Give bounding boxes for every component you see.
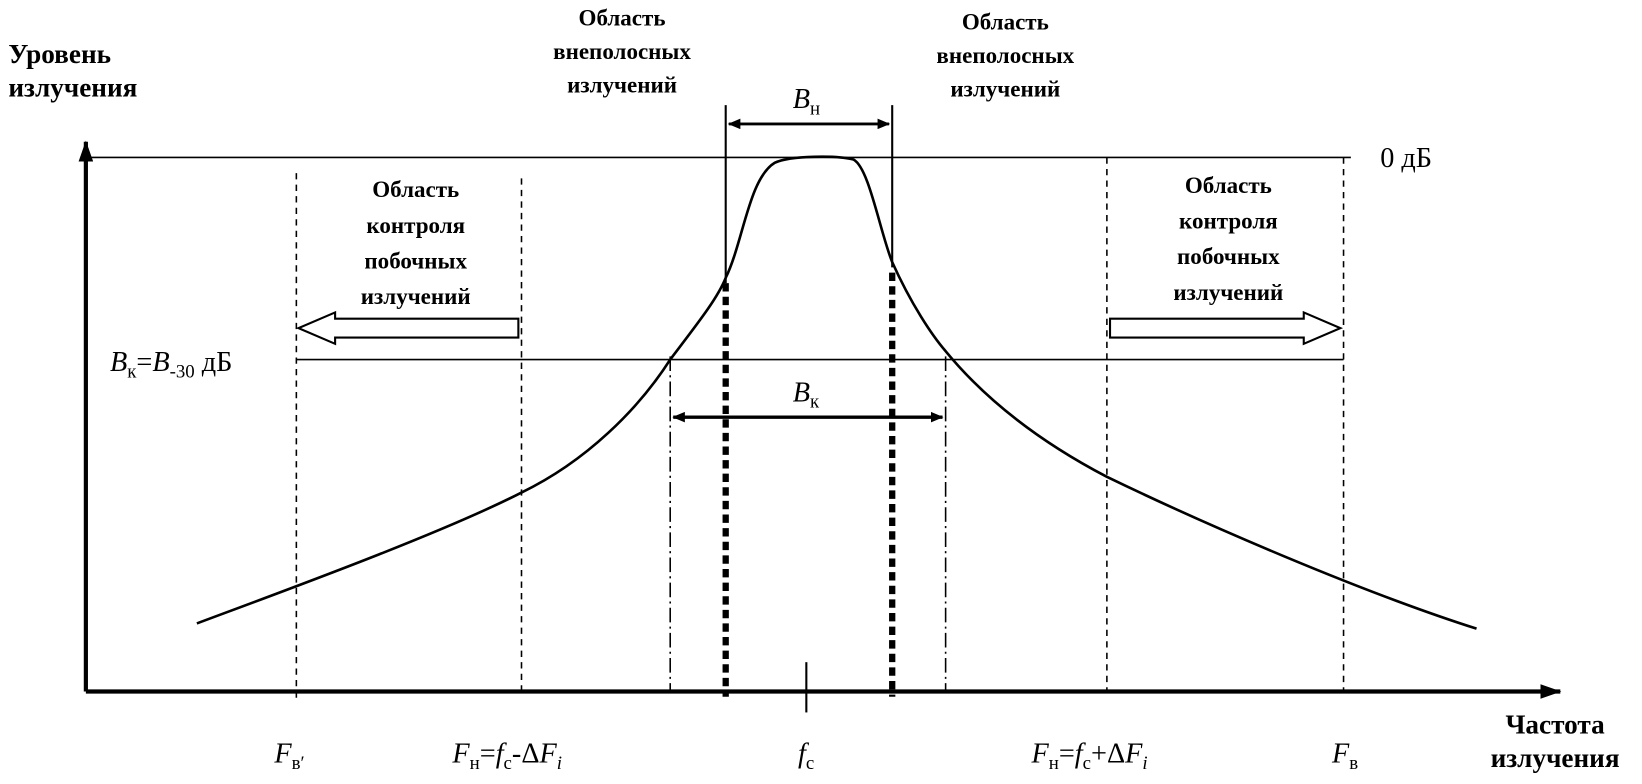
text-part: в′ <box>292 753 305 774</box>
text-part: F <box>451 739 470 770</box>
x-axis-label: Частота излучения <box>1491 709 1620 773</box>
text-part: излучений <box>1173 279 1283 305</box>
text-part: -Δ <box>512 739 540 770</box>
freq-upper-left: Fв′ <box>273 739 304 774</box>
freq-lower-left: Fн=fс-ΔFi <box>451 739 562 774</box>
text-part: Область <box>372 176 459 202</box>
text-part: = <box>1059 739 1075 770</box>
text-part: излучений <box>567 72 677 98</box>
region-spurious-right: Область контроля побочных излучений <box>1173 172 1283 305</box>
width-necessary: Bн <box>793 84 820 119</box>
text-part: побочных <box>364 247 467 273</box>
text-part: -30 <box>170 361 195 382</box>
region-out-of-band-left: Область внеполосных излучений <box>553 4 691 97</box>
text-part: i <box>1142 753 1147 774</box>
text-part: B <box>793 377 810 408</box>
text-part: н <box>810 98 820 119</box>
text-part: Частота <box>1505 709 1605 739</box>
text-part: F <box>1030 739 1049 770</box>
y-axis-label: Уровень излучения <box>8 39 137 103</box>
text-part: F <box>273 739 292 770</box>
text-part: = <box>480 739 496 770</box>
text-part: внеполосных <box>936 42 1074 68</box>
text-part: B <box>152 347 169 378</box>
text-part: с <box>1083 753 1091 774</box>
text-part: F <box>539 739 558 770</box>
freq-lower-right: Fн=fс+ΔFi <box>1030 739 1147 774</box>
text-part: излучения <box>8 73 137 103</box>
text-part: i <box>557 753 562 774</box>
text-part: Область <box>962 9 1049 35</box>
text-part: B <box>793 84 810 115</box>
text-part: в <box>1349 753 1358 774</box>
width-control: Bк <box>793 377 820 412</box>
text-part: излучения <box>1491 743 1620 773</box>
region-spurious-left: Область контроля побочных излучений <box>361 176 471 309</box>
text-part: с <box>806 753 814 774</box>
freq-center: fс <box>798 739 814 774</box>
text-part: дБ <box>195 347 233 378</box>
text-part: к <box>810 392 820 413</box>
text-part: F <box>1124 739 1143 770</box>
text-part: контроля <box>1179 208 1278 234</box>
text-part: Область <box>1185 172 1272 198</box>
text-part: Уровень <box>8 39 111 69</box>
shapes <box>78 105 1562 713</box>
text-part: = <box>136 347 152 378</box>
text-part: к <box>127 361 137 382</box>
region-out-of-band-right: Область внеполосных излучений <box>936 9 1074 102</box>
text-part: контроля <box>366 212 465 238</box>
level-control: Bк=B-30 дБ <box>110 347 232 382</box>
text-part: н <box>470 753 480 774</box>
level-top: 0 дБ <box>1380 143 1432 174</box>
text-part: B <box>110 347 127 378</box>
text-part: F <box>1331 739 1350 770</box>
text-part: внеполосных <box>553 38 691 64</box>
text-part: с <box>504 753 512 774</box>
text-part: излучений <box>361 283 471 309</box>
freq-upper-right: Fв <box>1331 739 1358 774</box>
text-part: н <box>1049 753 1059 774</box>
text-part: излучений <box>950 76 1060 102</box>
text-part: побочных <box>1177 243 1280 269</box>
text-part: Область <box>579 4 666 30</box>
text-part: +Δ <box>1091 739 1125 770</box>
